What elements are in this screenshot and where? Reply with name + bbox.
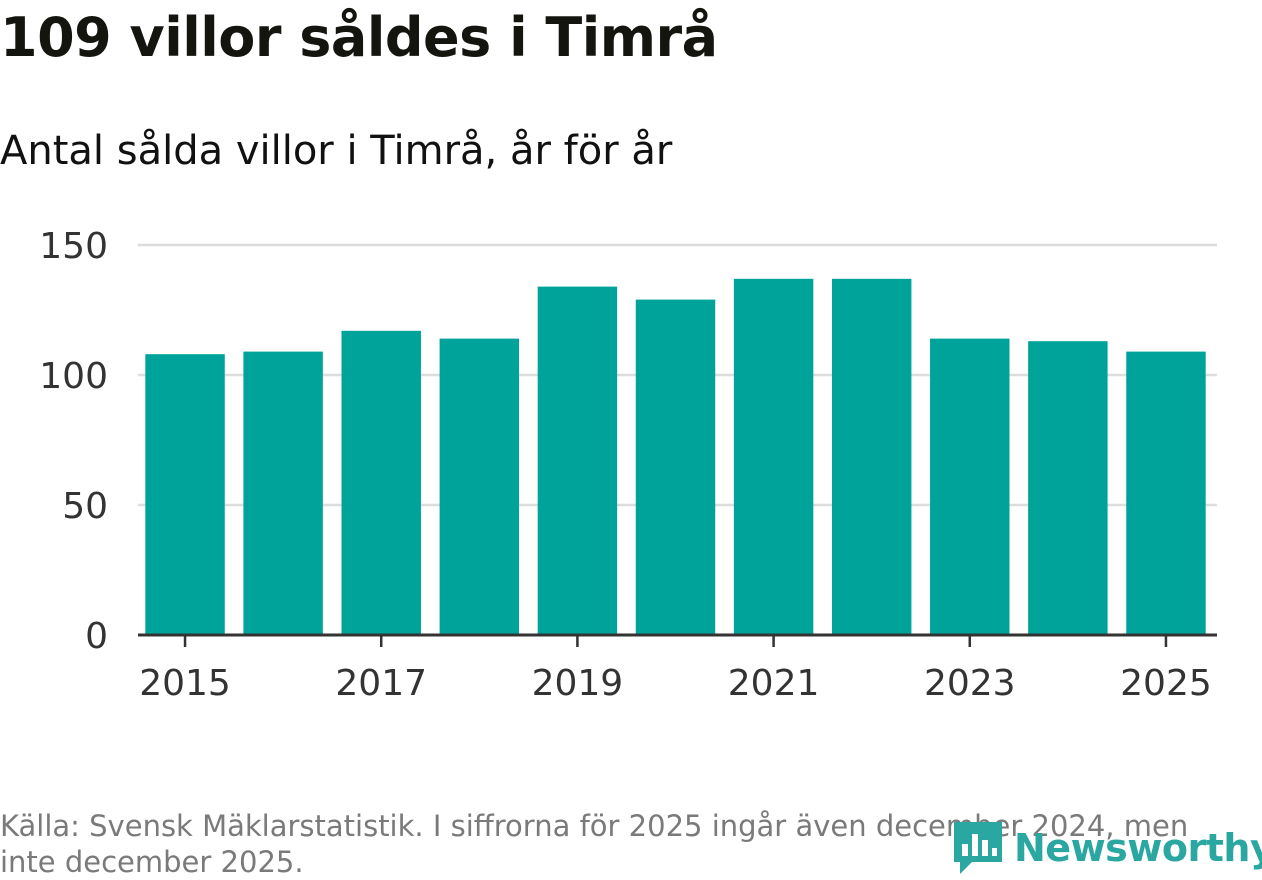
newsworthy-logo: Newsworthy	[950, 818, 1262, 878]
newsworthy-logo-icon	[954, 822, 1002, 874]
bar-2023	[930, 338, 1010, 635]
x-tick-label: 2017	[335, 663, 427, 704]
bar-2024	[1028, 341, 1108, 635]
newsworthy-logo-text: Newsworthy	[1014, 826, 1262, 870]
chart-title: 109 villor såldes i Timrå	[0, 6, 718, 69]
y-tick-label: 50	[62, 486, 108, 527]
chart-subtitle: Antal sålda villor i Timrå, år för år	[0, 128, 673, 174]
y-tick-label: 100	[39, 356, 108, 397]
bar-2017	[341, 330, 421, 635]
x-tick-label: 2015	[139, 663, 231, 704]
y-tick-label: 150	[39, 226, 108, 267]
x-tick-label: 2021	[728, 663, 820, 704]
bar-2020	[635, 299, 716, 635]
bar-2021	[733, 278, 814, 635]
bar-2019	[537, 286, 618, 635]
bar-2018	[439, 338, 520, 635]
bar-2025	[1126, 351, 1206, 635]
bar-2016	[243, 351, 323, 635]
x-tick-label: 2019	[532, 663, 624, 704]
y-tick-label: 0	[85, 616, 108, 657]
bar-2022	[831, 278, 912, 635]
bar-2015	[145, 354, 225, 635]
x-tick-label: 2025	[1120, 663, 1212, 704]
x-tick-label: 2023	[924, 663, 1016, 704]
